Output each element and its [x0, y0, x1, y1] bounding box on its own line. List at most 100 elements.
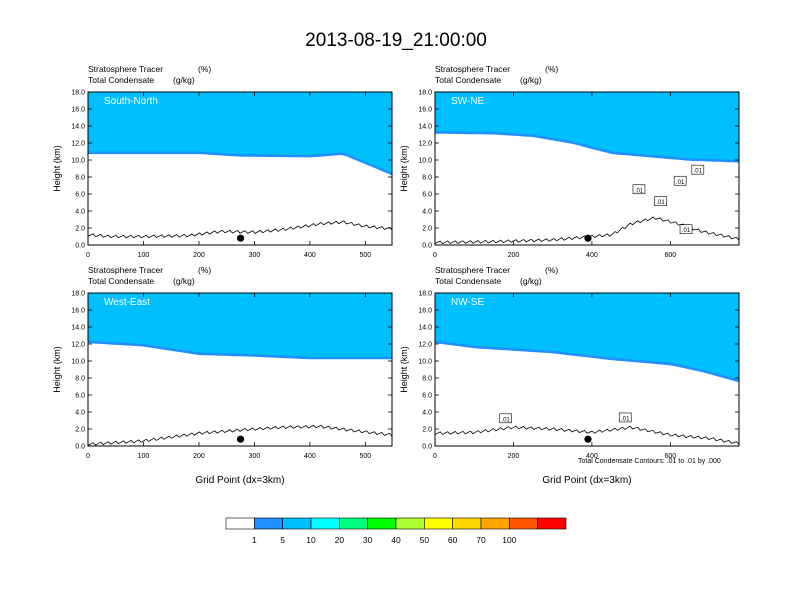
plot-area: .01 .01 — [435, 293, 739, 445]
subtitle-units: (g/kg) — [520, 276, 542, 286]
terrain-line — [435, 425, 739, 445]
y-tick-label: 18.0 — [71, 291, 85, 298]
colorbar-label: 5 — [280, 535, 285, 545]
x-axis-label: Grid Point (dx=3km) — [542, 475, 631, 486]
subtitle-line: Total Condensate — [435, 276, 501, 286]
colorbar: 1 5 10 20 30 40 50 60 70 100 — [225, 517, 567, 545]
y-tick-label: 0.0 — [422, 444, 432, 451]
colorbar-label: 40 — [391, 535, 401, 545]
subtitle-line: Stratosphere Tracer — [88, 265, 163, 275]
y-tick-label: 2.0 — [75, 226, 85, 233]
subtitle-units: (%) — [198, 265, 211, 275]
y-tick-label: 10.0 — [418, 359, 432, 366]
y-tick-label: 18.0 — [418, 90, 432, 97]
y-tick-label: 4.0 — [422, 410, 432, 417]
tracer-band — [435, 92, 739, 160]
y-tick-label: 10.0 — [71, 158, 85, 165]
contour-label-box — [679, 224, 693, 234]
y-tick-label: 16.0 — [418, 107, 432, 114]
contour-label: .01 — [682, 228, 691, 234]
subtitle-units: (g/kg) — [520, 75, 542, 85]
colorbar-label: 70 — [476, 535, 486, 545]
colorbar-swatch — [395, 517, 425, 530]
contour-label: .01 — [501, 417, 510, 423]
colorbar-label: 1 — [252, 535, 257, 545]
subtitle-units: (g/kg) — [173, 276, 195, 286]
contour-footnote: Total Condensate Contours: .01 to .01 by… — [578, 458, 721, 465]
colorbar-swatch — [254, 517, 283, 530]
y-tick-label: 2.0 — [422, 427, 432, 434]
contour-label-box — [691, 164, 705, 175]
y-tick-label: 0.0 — [75, 444, 85, 451]
contour-label: .01 — [621, 416, 630, 422]
y-tick-label: 14.0 — [418, 124, 432, 131]
terrain-line — [88, 220, 392, 239]
colorbar-swatch — [537, 517, 567, 530]
tracer-band — [88, 92, 392, 173]
x-tick-label: 200 — [193, 453, 205, 460]
x-tick-label: 0 — [86, 453, 90, 460]
x-tick-label: 0 — [86, 252, 90, 259]
colorbar-swatch — [339, 517, 368, 530]
tracer-band — [88, 293, 392, 357]
colorbar-label: 30 — [363, 535, 373, 545]
panel-label: SW-NE — [451, 96, 484, 107]
y-axis-label: Height (km) — [399, 346, 409, 393]
x-tick-label: 200 — [508, 453, 520, 460]
location-marker — [236, 435, 245, 443]
subtitle-units: (%) — [545, 265, 558, 275]
y-tick-label: 2.0 — [75, 427, 85, 434]
y-tick-label: 0.0 — [422, 243, 432, 250]
x-axis-label: Grid Point (dx=3km) — [195, 475, 284, 486]
terrain-line — [88, 424, 392, 446]
y-tick-label: 10.0 — [418, 158, 432, 165]
colorbar-swatch — [509, 517, 538, 530]
plot-frame — [434, 91, 740, 246]
x-tick-label: 400 — [586, 453, 598, 460]
contour-label-box — [673, 175, 687, 186]
panel-sw-ne: .01 .01 .01 .01 .01 SW-NE Stratosphere TracerT… — [399, 64, 740, 259]
colorbar-swatch — [480, 517, 510, 530]
plot-area — [88, 293, 392, 446]
colorbar-swatch — [282, 517, 312, 530]
contour-label: .01 — [694, 169, 703, 175]
contour-label-box — [499, 413, 512, 424]
y-tick-label: 4.0 — [422, 209, 432, 216]
y-tick-label: 8.0 — [75, 175, 85, 182]
contour-label-box — [654, 196, 667, 206]
x-tick-label: 0 — [433, 453, 437, 460]
subtitle-units: (%) — [198, 64, 211, 74]
y-tick-label: 8.0 — [422, 376, 432, 383]
x-tick-label: 100 — [138, 453, 150, 460]
x-tick-label: 400 — [304, 453, 316, 460]
contour-label-box — [618, 412, 632, 423]
y-tick-label: 8.0 — [75, 376, 85, 383]
colorbar-swatch — [225, 517, 255, 530]
y-tick-label: 16.0 — [71, 107, 85, 114]
contour-label: .01 — [676, 180, 685, 186]
location-marker — [236, 234, 245, 242]
colorbar-label: 20 — [335, 535, 345, 545]
y-tick-label: 14.0 — [71, 325, 85, 332]
y-tick-label: 2.0 — [422, 226, 432, 233]
x-tick-label: 0 — [433, 252, 437, 259]
x-tick-label: 300 — [249, 252, 261, 259]
y-tick-label: 16.0 — [418, 308, 432, 315]
y-tick-label: 12.0 — [71, 342, 85, 349]
y-tick-label: 4.0 — [75, 410, 85, 417]
subtitle-line: Total Condensate — [435, 75, 501, 85]
x-tick-label: 100 — [138, 252, 150, 259]
colorbar-swatch — [452, 517, 482, 530]
y-tick-label: 4.0 — [75, 209, 85, 216]
colorbar-swatch — [424, 517, 453, 530]
y-tick-label: 6.0 — [422, 393, 432, 400]
panel-label: South-North — [104, 96, 158, 107]
y-tick-label: 8.0 — [422, 175, 432, 182]
x-tick-label: 200 — [193, 252, 205, 259]
x-tick-label: 600 — [665, 252, 677, 259]
subtitle-line: Stratosphere Tracer — [435, 64, 510, 74]
